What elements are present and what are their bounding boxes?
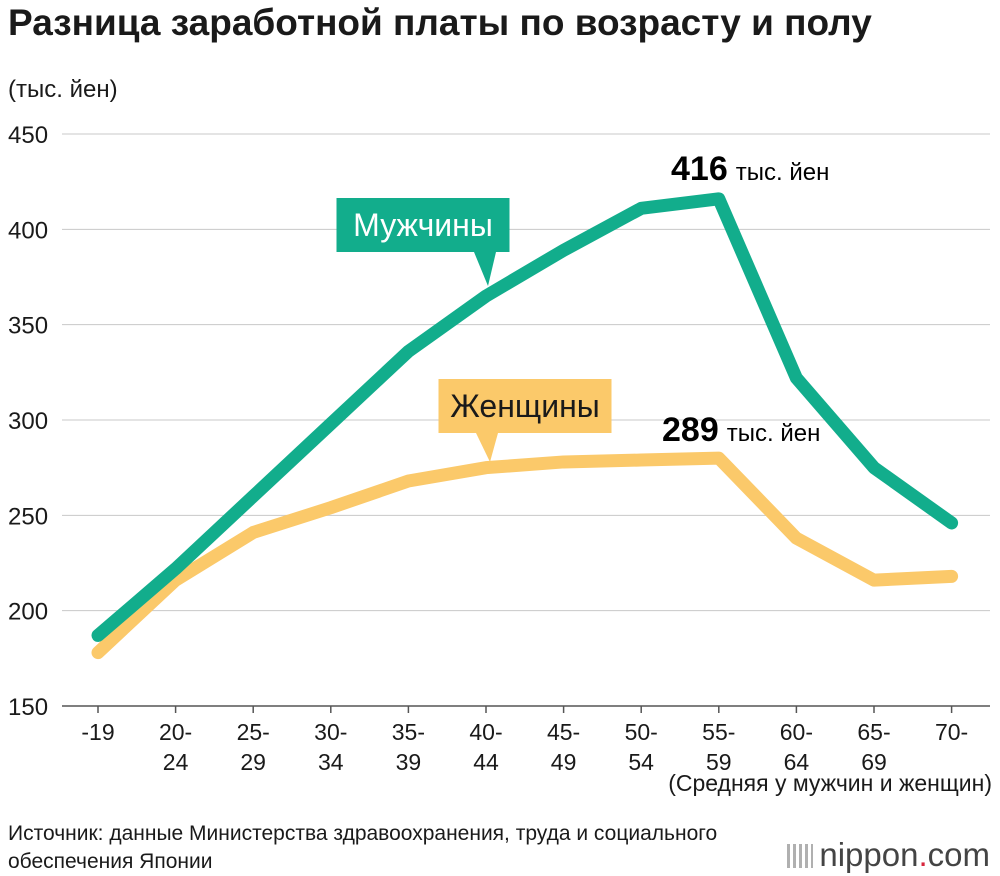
peak-label-men: 416 тыс. йен	[671, 150, 829, 188]
brand-name: nippon	[819, 836, 919, 873]
peak-label-women-value: 289	[662, 411, 719, 449]
x-tick-label: 25-	[237, 719, 270, 745]
y-tick-label: 200	[8, 599, 48, 626]
chart-title: Разница заработной платы по возрасту и п…	[8, 2, 872, 43]
series-line-women	[91, 451, 959, 660]
x-tick-label: 60-	[780, 719, 813, 745]
y-tick-label: 400	[8, 217, 48, 244]
legend-women-box	[438, 379, 612, 433]
x-tick-label: 49	[551, 749, 577, 775]
legend-women-text: Женщины	[450, 388, 600, 424]
x-tick-label: 69	[861, 749, 887, 775]
y-axis-unit-label: (тыс. йен)	[8, 76, 118, 103]
x-tick-label: 20-	[159, 719, 192, 745]
y-tick-label: 450	[8, 122, 48, 149]
source-note: Источник: данные Министерства здравоохра…	[8, 822, 718, 873]
brand-suffix: com	[927, 836, 990, 873]
x-tick-label: 35-	[392, 719, 425, 745]
x-tick-label: 39	[396, 749, 422, 775]
peak-label-women: 289 тыс. йен	[662, 411, 820, 449]
average-note: (Средняя у мужчин и женщин)	[668, 770, 992, 796]
y-tick-label: 350	[8, 313, 48, 340]
x-tick-label: 59	[706, 749, 732, 775]
x-tick-label: 34	[318, 749, 344, 775]
peak-label-men-unit: тыс. йен	[736, 159, 830, 186]
y-tick-label: 250	[8, 503, 48, 530]
x-tick-label: 64	[784, 749, 810, 775]
legend-men-text: Мужчины	[353, 207, 493, 243]
series-line-men	[91, 192, 959, 642]
brand-dot: .	[918, 836, 928, 873]
x-tick-label: 45-	[547, 719, 580, 745]
x-tick-label: 40-	[469, 719, 502, 745]
x-tick-label: 29	[240, 749, 266, 775]
x-tick-label: 50-	[625, 719, 658, 745]
legend-men-pointer	[474, 252, 496, 286]
brand-logo: nippon.com	[787, 836, 990, 874]
x-tick-label: -19	[81, 719, 114, 745]
x-tick-label: 30-	[314, 719, 347, 745]
peak-label-women-unit: тыс. йен	[727, 420, 821, 447]
x-tick-label: 65-	[857, 719, 890, 745]
x-tick-label: 70-	[935, 719, 968, 745]
x-tick-label: 24	[163, 749, 189, 775]
legend-women-pointer	[476, 433, 498, 462]
x-tick-label: 54	[628, 749, 654, 775]
y-tick-label: 300	[8, 408, 48, 435]
x-tick-label: 55-	[702, 719, 735, 745]
peak-label-men-value: 416	[671, 150, 728, 188]
nippon-logo-icon	[787, 844, 814, 868]
legend-men-box	[336, 198, 510, 252]
y-tick-label: 150	[8, 694, 48, 721]
x-tick-label: 44	[473, 749, 499, 775]
